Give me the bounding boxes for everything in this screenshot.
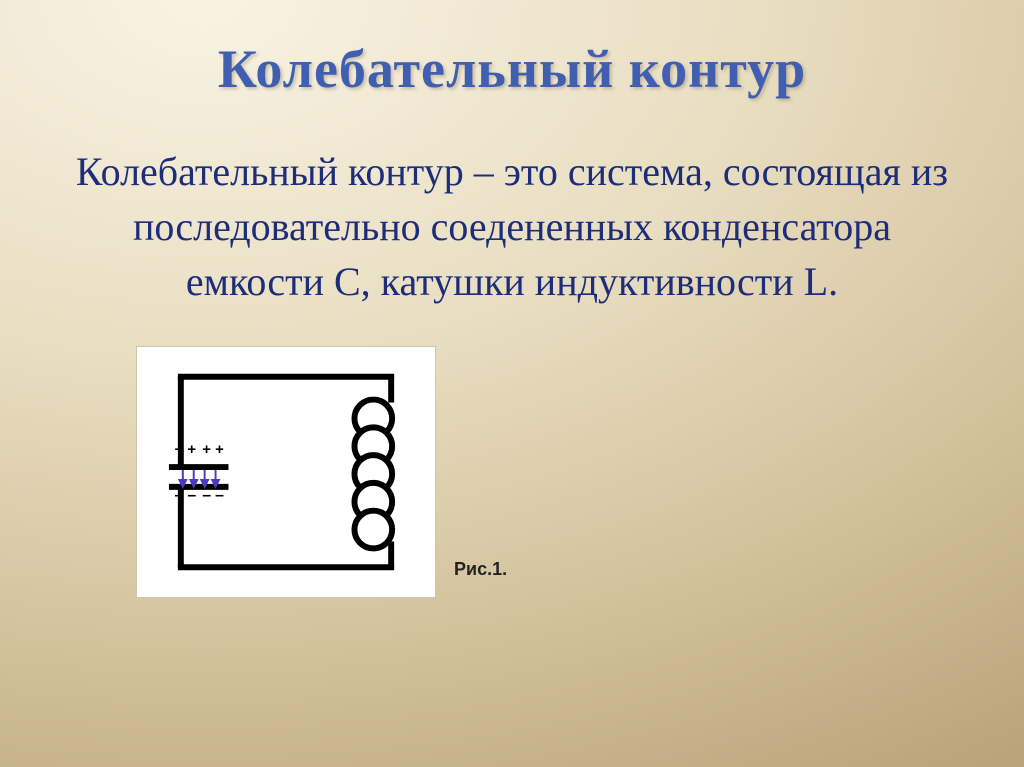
svg-text:+: + (202, 442, 211, 458)
svg-text:+: + (215, 442, 224, 458)
svg-text:+: + (187, 442, 196, 458)
definition-text: Колебательный контур – это система, сост… (60, 144, 964, 310)
figure-caption: Рис.1. (454, 559, 507, 580)
svg-text:–: – (215, 486, 224, 503)
page-title: Колебательный контур (60, 38, 964, 100)
circuit-diagram: + – + – + – + – (136, 346, 436, 598)
circuit-svg: + – + – + – + – (137, 347, 435, 597)
svg-text:–: – (202, 486, 211, 503)
svg-text:–: – (174, 486, 183, 503)
svg-text:+: + (175, 442, 184, 458)
figure-row: + – + – + – + – Рис.1. (60, 346, 964, 598)
svg-text:–: – (187, 486, 196, 503)
